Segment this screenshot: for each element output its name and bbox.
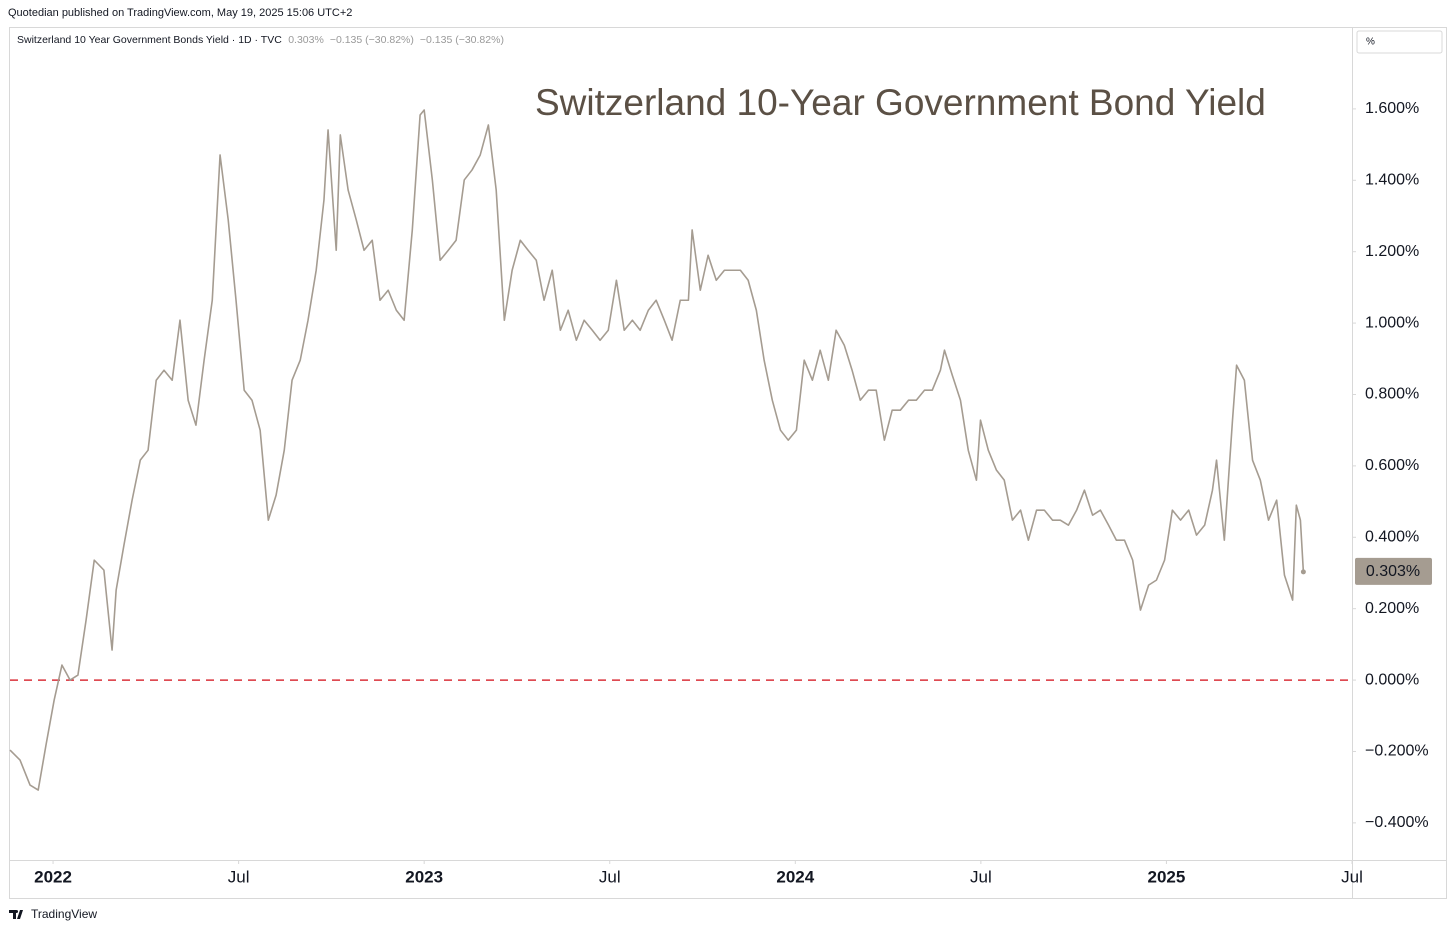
last-price-label: 0.303% — [1366, 563, 1420, 580]
legend-value: 0.303% — [288, 34, 324, 46]
y-tick-label: 0.200% — [1365, 600, 1419, 617]
series-line — [9, 109, 1305, 791]
x-tick-label: Jul — [970, 867, 992, 886]
y-tick-label: 0.400% — [1365, 529, 1419, 546]
publisher: Quotedian published on TradingView.com, … — [8, 7, 352, 19]
last-point — [1300, 569, 1306, 575]
legend-name: Switzerland 10 Year Government Bonds Yie… — [17, 34, 282, 46]
y-tick-label: 0.000% — [1365, 671, 1419, 688]
tv-logo — [9, 910, 23, 919]
x-tick-label: 2023 — [405, 867, 443, 886]
y-tick-label: −0.200% — [1365, 743, 1429, 760]
chart-title: Switzerland 10-Year Government Bond Yiel… — [535, 82, 1266, 123]
scale-box[interactable] — [1356, 30, 1443, 54]
y-tick-label: 0.600% — [1365, 457, 1419, 474]
y-tick-label: 1.600% — [1365, 100, 1419, 117]
legend-value: −0.135 (−30.82%) — [330, 34, 414, 46]
scale-mode[interactable]: % — [1366, 37, 1375, 48]
frame — [9, 27, 1447, 899]
x-tick-label: 2022 — [34, 867, 72, 886]
y-tick-label: 1.000% — [1365, 314, 1419, 331]
x-tick-label: 2024 — [776, 867, 814, 886]
x-tick-label: Jul — [228, 867, 250, 886]
legend-value: −0.135 (−30.82%) — [420, 34, 504, 46]
y-tick-label: −0.400% — [1365, 814, 1429, 831]
x-tick-label: Jul — [599, 867, 621, 886]
y-tick-label: 1.400% — [1365, 172, 1419, 189]
y-tick-label: 0.800% — [1365, 386, 1419, 403]
footer-brand: TradingView — [31, 907, 97, 921]
last-price-box — [1355, 557, 1432, 585]
y-tick-label: 1.200% — [1365, 243, 1419, 260]
x-tick-label: 2025 — [1148, 867, 1186, 886]
x-tick-label: Jul — [1341, 867, 1363, 886]
